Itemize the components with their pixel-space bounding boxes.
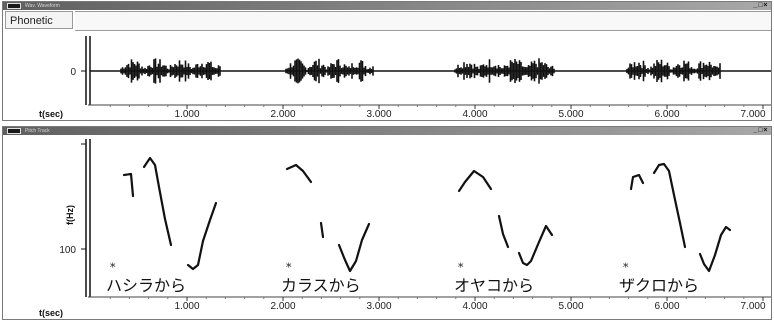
x-tick-label: 2.000	[270, 109, 295, 120]
pitch-y-tick: 100	[59, 245, 76, 256]
waveform-y-tick: 0	[70, 67, 76, 78]
annotation-marker: *	[458, 261, 464, 274]
x-tick-label: 1.000	[174, 109, 199, 120]
annotation-marker: *	[623, 261, 629, 274]
x-tick-label: 5.000	[558, 109, 583, 120]
window-app-icon	[7, 128, 21, 134]
x-tick-label: 1.000	[174, 301, 199, 312]
window-controls[interactable]: _ □ ×	[753, 2, 767, 9]
x-tick-label: 4.000	[462, 109, 487, 120]
x-tick-label: 3.000	[366, 109, 391, 120]
x-tick-label: 5.000	[558, 301, 583, 312]
x-tick-label: 7.000	[740, 109, 765, 120]
waveform-plot[interactable]: 0 t(sec) 1.000 2.000 3.000 4.000 5.000 6.000 7…	[3, 2, 773, 120]
x-tick-label: 7.000	[740, 301, 765, 312]
pitch-contour	[122, 156, 732, 273]
x-tick-label: 4.000	[462, 301, 487, 312]
annotation-label: ハシラから	[106, 276, 186, 295]
waveform-titlebar[interactable]: Wav. Waveform _ □ ×	[3, 2, 771, 10]
pitch-plot[interactable]: 100 f(Hz) t(sec) 1.000 2.000 3.000 4.000 5.0…	[3, 127, 773, 319]
waveform-x-axis-label: t(sec)	[39, 109, 63, 119]
pitch-x-axis-label: t(sec)	[39, 308, 63, 318]
x-tick-label: 6.000	[654, 301, 679, 312]
pitch-window-title: Pitch Track	[25, 128, 50, 134]
x-tick-label: 6.000	[654, 109, 679, 120]
waveform-window-title: Wav. Waveform	[25, 3, 60, 9]
annotation-label: オヤコから	[454, 276, 534, 295]
x-tick-label: 2.000	[270, 301, 295, 312]
annotation-marker: *	[286, 261, 292, 274]
pitch-y-axis-label: f(Hz)	[65, 205, 75, 225]
annotation-marker: *	[110, 261, 116, 274]
tier-label-phonetic[interactable]: Phonetic	[5, 11, 73, 29]
x-tick-label: 3.000	[366, 301, 391, 312]
waveform-signal	[120, 58, 721, 84]
pitch-window: Pitch Track _ □ × 100 f(Hz) t(sec) 1.000…	[2, 126, 772, 320]
window-controls[interactable]: _ □ ×	[753, 127, 767, 134]
window-app-icon	[7, 3, 21, 9]
waveform-window: Wav. Waveform _ □ × Phonetic 0 t(sec) 1.…	[2, 1, 772, 121]
pitch-titlebar[interactable]: Pitch Track _ □ ×	[3, 127, 771, 135]
annotation-label: ザクロから	[619, 276, 699, 295]
annotation-label: カラスから	[281, 276, 361, 295]
phonetic-tier-row[interactable]	[75, 11, 771, 31]
